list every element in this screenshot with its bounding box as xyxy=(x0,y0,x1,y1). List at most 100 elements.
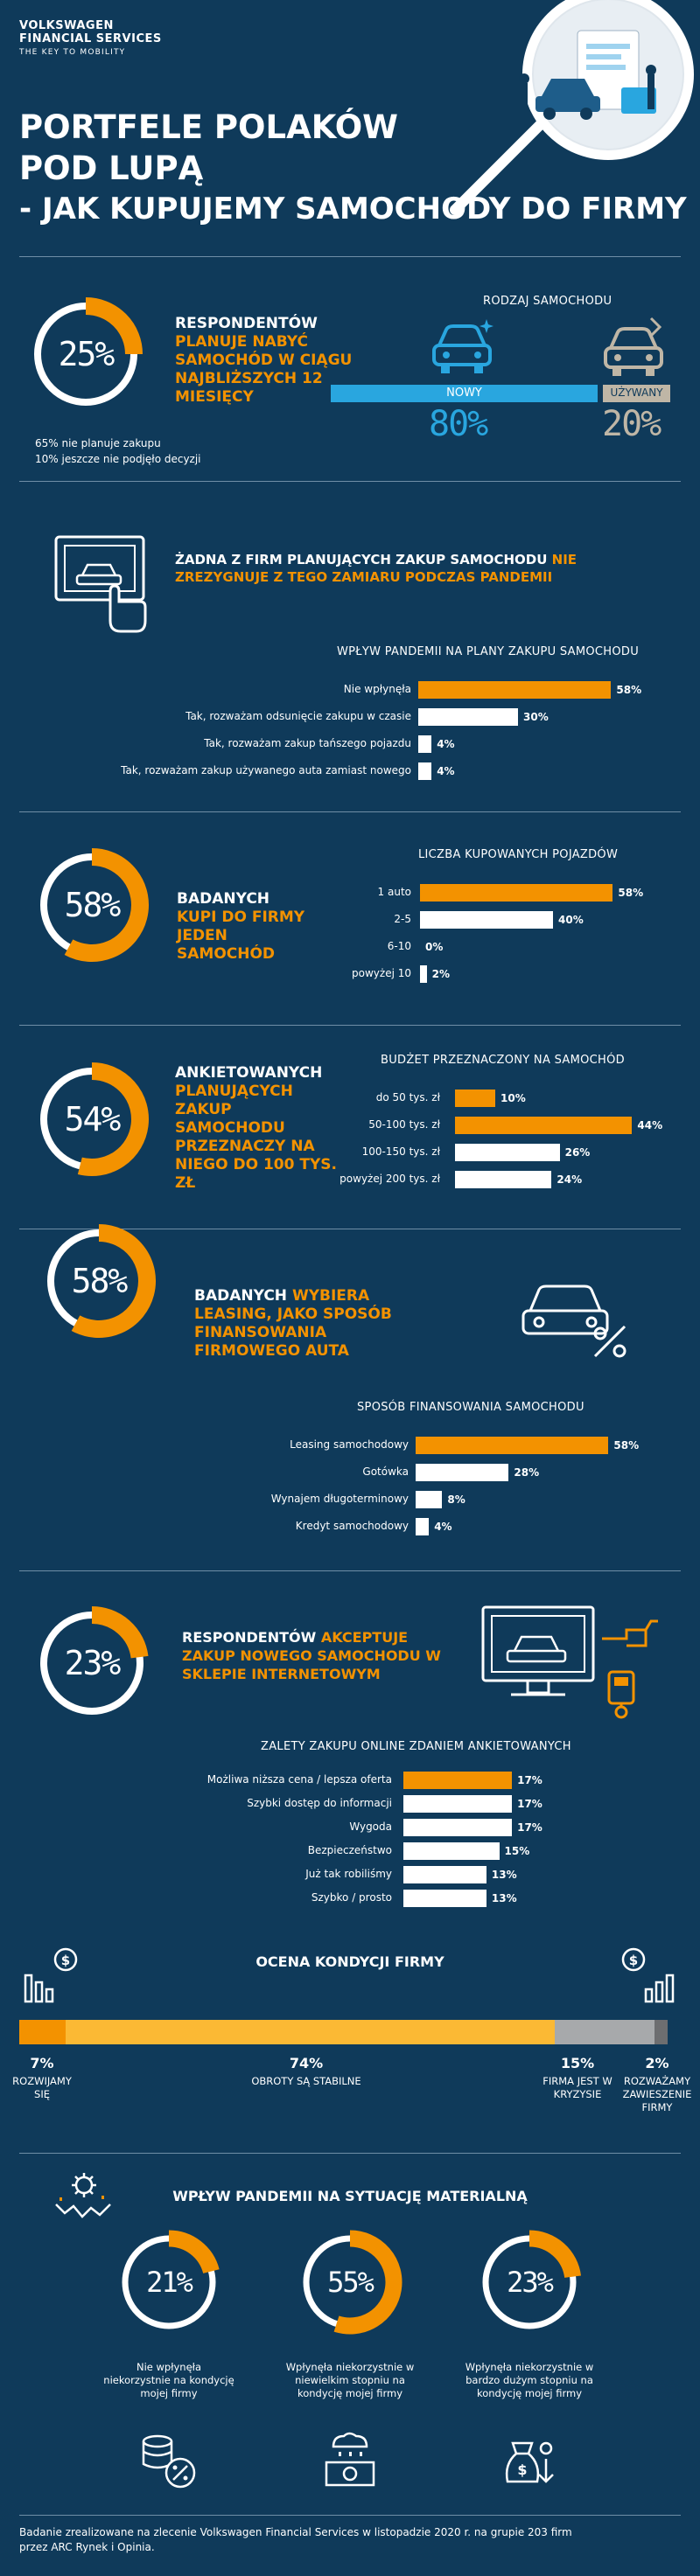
bar-row: Szybki dostęp do informacji 17% xyxy=(0,1794,700,1814)
used-value: 20% xyxy=(602,404,662,444)
bar-label: 50-100 tys. zł xyxy=(368,1118,440,1131)
bar-row: 100-150 tys. zł 26% xyxy=(0,1143,700,1162)
bar-row: Leasing samochodowy 58% xyxy=(0,1436,700,1455)
bar xyxy=(403,1890,486,1907)
divider xyxy=(19,811,681,812)
bar-row: 2-5 40% xyxy=(0,910,700,929)
chart3-title: BUDŻET PRZEZNACZONY NA SAMOCHÓD xyxy=(381,1054,625,1067)
bar xyxy=(455,1171,552,1188)
section8-title: WPŁYW PANDEMII NA SYTUACJĘ MATERIALNĄ xyxy=(172,2188,528,2204)
bar-value-label: 26% xyxy=(564,1146,591,1159)
bar-label: Bezpieczeństwo xyxy=(307,1844,392,1856)
bar-label: powyżej 200 tys. zł xyxy=(340,1173,440,1185)
ring-arc xyxy=(71,1224,156,1338)
divider xyxy=(19,1025,681,1026)
bar-value-label: 0% xyxy=(425,941,444,953)
condition-segment xyxy=(19,2020,66,2044)
new-car-icon xyxy=(432,319,494,373)
bar-row: Nie wpłynęła 58% xyxy=(0,680,700,700)
pandemic-impact-grid: 21% Nie wpłynęła niekorzystnie na kondycj… xyxy=(0,2221,700,2492)
bar-row: Wynajem długoterminowy 8% xyxy=(0,1490,700,1509)
ring-23 xyxy=(40,1606,149,1715)
bar-row: powyżej 200 tys. zł 24% xyxy=(0,1170,700,1189)
page-title: PORTFELE POLAKÓW POD LUPĄ - JAK KUPUJEMY… xyxy=(19,107,687,230)
bar-value-label: 2% xyxy=(431,968,450,980)
bar-row: 1 auto 58% xyxy=(0,883,700,902)
money-drop-icon: $ xyxy=(505,2441,554,2483)
coins-percent-icon xyxy=(142,2434,196,2489)
bar xyxy=(416,1464,509,1481)
brand-line2: FINANCIAL SERVICES xyxy=(19,32,162,45)
bar-value-label: 4% xyxy=(437,765,455,777)
bar xyxy=(403,1819,513,1836)
bar xyxy=(418,708,518,726)
footer-note: Badanie zrealizowane na zlecenie Volkswa… xyxy=(19,2526,572,2553)
section2-headline: ŻADNA Z FIRM PLANUJĄCYCH ZAKUP SAMOCHODU… xyxy=(175,552,578,585)
bar-value-label: 24% xyxy=(556,1173,583,1186)
new-bar xyxy=(331,385,598,402)
condition-value: 2% xyxy=(645,2055,669,2071)
title-line2: POD LUPĄ xyxy=(19,150,204,187)
bar xyxy=(416,1491,443,1508)
bar-value-label: 30% xyxy=(523,711,549,723)
impact-ring xyxy=(482,2230,582,2329)
condition-label: FIRMA JEST W KRYZYSIE xyxy=(542,2075,612,2100)
bar-value-label: 58% xyxy=(618,887,644,899)
online-car-shop-icon xyxy=(481,1605,658,1719)
bar-label: Kredyt samochodowy xyxy=(295,1520,409,1532)
bar-value-label: 17% xyxy=(517,1774,542,1786)
bar xyxy=(418,681,612,699)
section1-headline: RESPONDENTÓW PLANUJE NABYĆ SAMOCHÓD W CI… xyxy=(175,315,353,406)
condition-value: 7% xyxy=(30,2055,54,2071)
impact-item: 23% Wpłynęła niekorzystnie w bardzo dużym… xyxy=(466,2221,604,2492)
bar-row: 50-100 tys. zł 44% xyxy=(0,1116,700,1135)
used-label: UŻYWANY xyxy=(610,386,663,399)
condition-segment xyxy=(654,2020,668,2044)
divider xyxy=(19,2153,681,2154)
ring-arc xyxy=(91,1606,149,1659)
touch-screen-car-icon xyxy=(54,535,147,633)
condition-segment xyxy=(555,2020,654,2044)
svg-text:$: $ xyxy=(517,2461,527,2478)
divider xyxy=(19,2515,681,2516)
bar-label: Możliwa niższa cena / lepsza oferta xyxy=(206,1773,392,1786)
impact-value: 55% xyxy=(327,2266,374,2299)
bar xyxy=(455,1144,560,1161)
bar-value-label: 8% xyxy=(447,1493,466,1506)
chart2-title: LICZBA KUPOWANYCH POJAZDÓW xyxy=(418,848,619,861)
used-bar xyxy=(603,385,670,402)
bar-value-label: 17% xyxy=(517,1798,542,1810)
dollar-decline-icon: $ xyxy=(24,1947,78,2003)
bar-row: 6-10 0% xyxy=(0,937,700,957)
bar xyxy=(455,1117,633,1134)
bar-value-label: 28% xyxy=(514,1466,540,1479)
svg-text:$: $ xyxy=(629,1953,638,1968)
bar-row: Gotówka 28% xyxy=(0,1463,700,1482)
section1-note1: 65% nie planuje zakupu xyxy=(35,437,161,449)
bar-label: do 50 tys. zł xyxy=(375,1091,440,1104)
bar xyxy=(420,965,427,983)
car-type-title: RODZAJ SAMOCHODU xyxy=(483,295,612,308)
bar-value-label: 4% xyxy=(434,1521,452,1533)
svg-text:$: $ xyxy=(61,1953,70,1968)
ring-54 xyxy=(40,1062,149,1176)
condition-segment xyxy=(65,2020,556,2044)
bar-label: 6-10 xyxy=(387,940,411,952)
impact-item: 55% Wpłynęła niekorzystnie w niewielkim s… xyxy=(286,2221,424,2492)
bar-value-label: 10% xyxy=(500,1092,526,1104)
condition-item: 2% ROZWAŻAMY ZAWIESZENIE FIRMY xyxy=(618,2055,696,2114)
impact-value: 21% xyxy=(146,2266,193,2299)
bar-row: Tak, rozważam zakup używanego auta zamia… xyxy=(0,762,700,781)
bar xyxy=(420,911,553,929)
bar-row: Kredyt samochodowy 4% xyxy=(0,1517,700,1536)
section7-title: OCENA KONDYCJI FIRMY xyxy=(256,1953,444,1970)
bar xyxy=(420,884,613,902)
ring-58b xyxy=(47,1224,156,1338)
bar-row: Bezpieczeństwo 15% xyxy=(0,1841,700,1861)
ring-58 xyxy=(40,848,149,962)
bar-label: Nie wpłynęła xyxy=(343,683,411,695)
bar-value-label: 13% xyxy=(491,1869,517,1881)
bar xyxy=(403,1772,513,1789)
ring-arc xyxy=(168,2230,220,2274)
condition-item: 74% OBROTY SĄ STABILNE xyxy=(219,2055,394,2088)
